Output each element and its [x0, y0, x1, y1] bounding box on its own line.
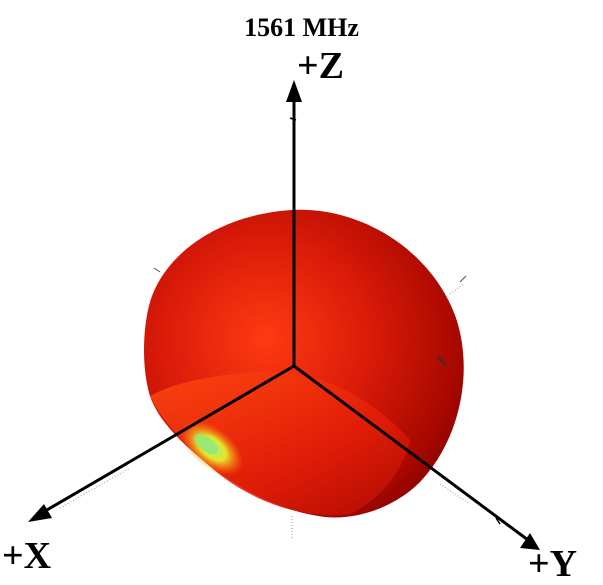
- scale-mark: [437, 355, 447, 367]
- scale-mark: [59, 467, 131, 509]
- figure-title: 1561 MHz: [244, 13, 359, 42]
- x-axis-arrowhead: [28, 504, 52, 522]
- y-axis-label: +Y: [528, 543, 578, 585]
- radiation-lobe-rim-core: [194, 433, 218, 455]
- y-axis: [293, 364, 529, 542]
- y-axis-arrowhead: [520, 533, 540, 550]
- z-axis-label: +Z: [297, 45, 344, 87]
- z-axis-tick: [289, 117, 297, 121]
- z-axis-arrowhead: [286, 80, 302, 102]
- scale-mark: [449, 283, 465, 295]
- scale-mark: [439, 483, 471, 505]
- x-axis-label: +X: [2, 535, 52, 577]
- scale-mark: [153, 267, 161, 273]
- scale-mark: [459, 275, 467, 283]
- x-axis: [39, 364, 295, 516]
- radiation-lobe-lower-face: [150, 372, 410, 516]
- y-axis-tick: [495, 517, 501, 525]
